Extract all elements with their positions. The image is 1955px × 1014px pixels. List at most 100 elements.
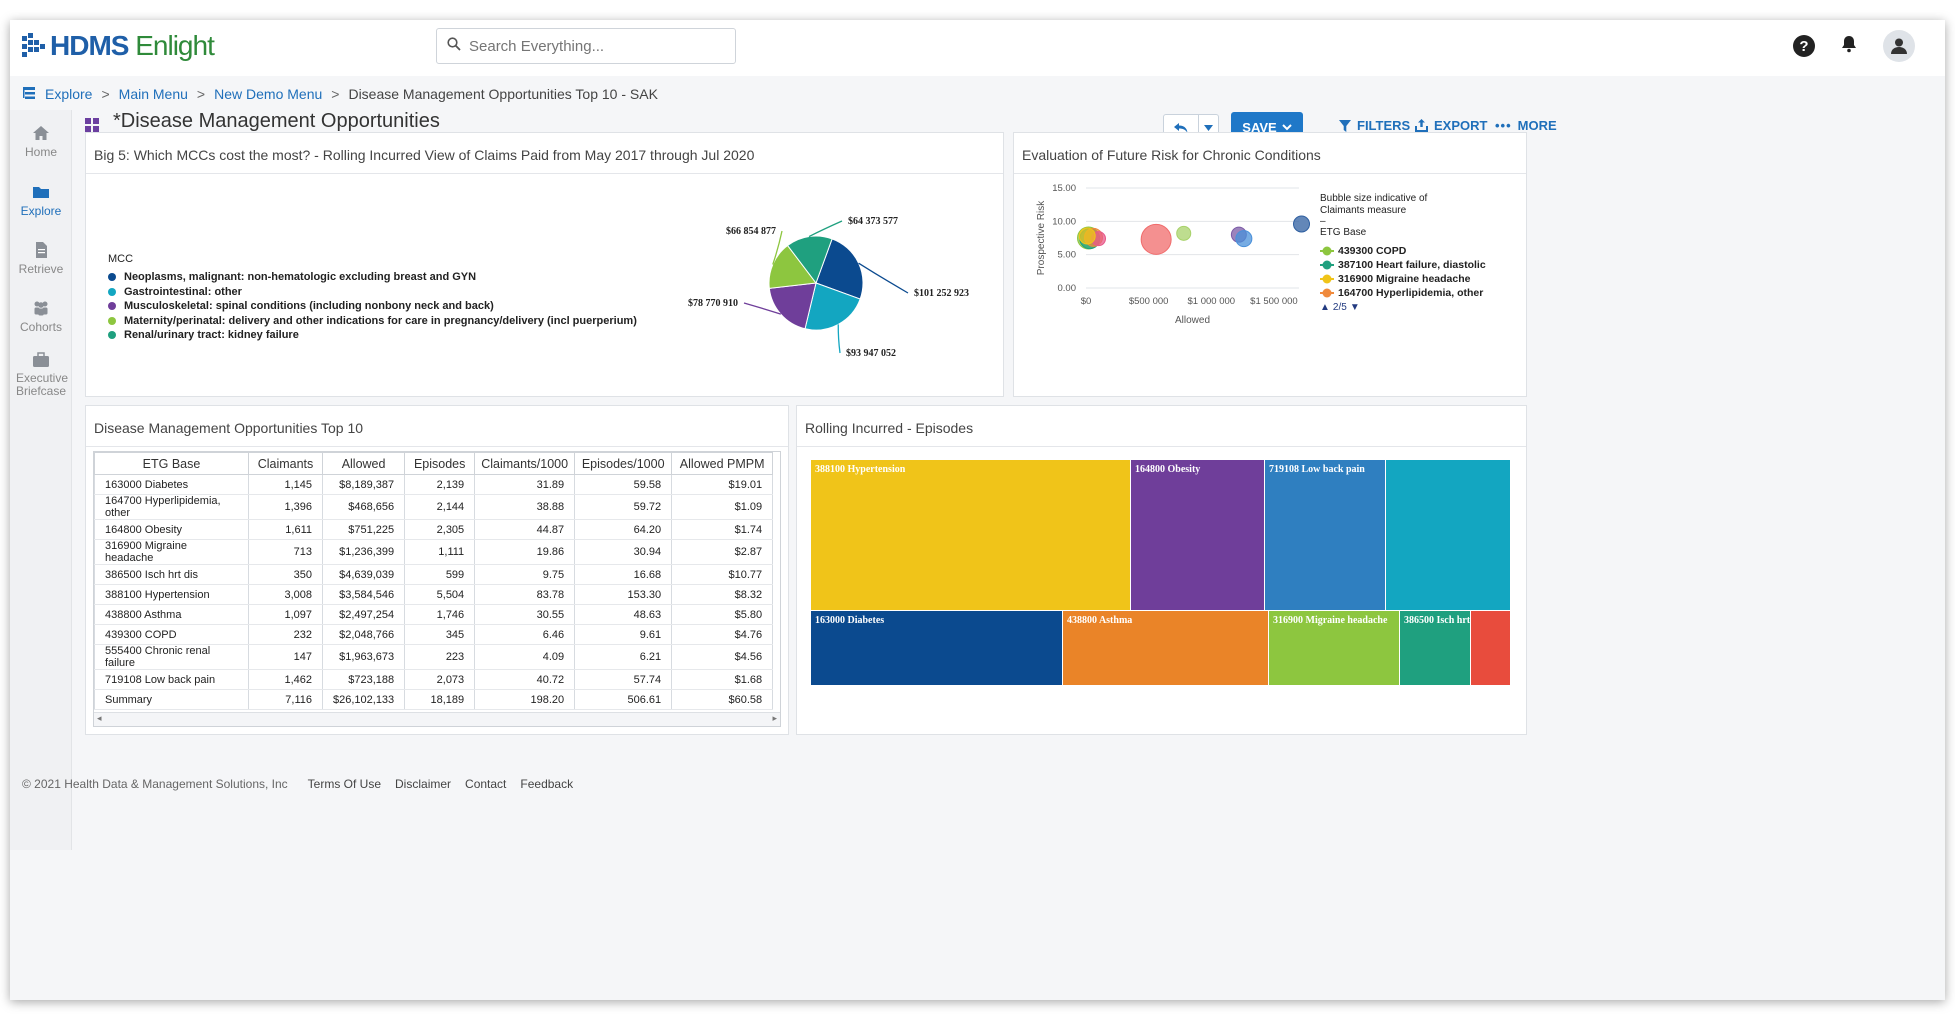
legend-item[interactable]: 164700 Hyperlipidemia, other	[1320, 286, 1520, 300]
table-row[interactable]: 719108 Low back pain 1,462 $723,188 2,073 40…	[94, 669, 774, 690]
apps-grid-icon[interactable]	[85, 118, 99, 132]
help-icon[interactable]: ?	[1793, 35, 1815, 57]
horizontal-scrollbar[interactable]: ◂ ▸	[94, 712, 780, 726]
breadcrumb-explore[interactable]: Explore	[45, 86, 93, 102]
bell-icon[interactable]	[1841, 35, 1857, 58]
sidebar-item-home[interactable]: Home	[10, 125, 72, 159]
breadcrumb-new-demo-menu[interactable]: New Demo Menu	[214, 86, 323, 102]
treemap-tile[interactable]: 163000 Diabetes	[811, 611, 1063, 686]
legend-item[interactable]: 387100 Heart failure, diastolic	[1320, 258, 1520, 272]
terms-link[interactable]: Terms Of Use	[307, 777, 382, 791]
table-cell: $60.58	[671, 689, 774, 710]
table-cell: 350	[248, 564, 323, 585]
legend-item[interactable]: Neoplasms, malignant: non-hematologic ex…	[108, 270, 637, 285]
treemap-tile[interactable]: 386500 Isch hrt dis	[1400, 611, 1471, 686]
table-row[interactable]: 164800 Obesity 1,611 $751,225 2,305 44.87 64.…	[94, 519, 774, 540]
chevron-down-icon[interactable]	[1199, 115, 1218, 141]
user-avatar[interactable]	[1883, 30, 1915, 62]
treemap-tile[interactable]: 719108 Low back pain	[1265, 460, 1386, 611]
sidebar-item-explore[interactable]: Explore	[10, 184, 72, 218]
table-cell: 316900 Migraine headache	[94, 539, 249, 565]
logo[interactable]: HDMS Enlight	[22, 28, 215, 64]
legend-item[interactable]: Maternity/perinatal: delivery and other …	[108, 314, 637, 329]
table-row[interactable]: 439300 COPD 232 $2,048,766 345 6.46 9.61 $4.76	[94, 624, 774, 645]
breadcrumb-current: Disease Management Opportunities Top 10 …	[348, 86, 658, 102]
pager-up-icon[interactable]: ▲	[1320, 302, 1330, 313]
filters-button[interactable]: FILTERS	[1339, 118, 1410, 133]
treemap-tile[interactable]: 438800 Asthma	[1063, 611, 1269, 686]
table-row[interactable]: 555400 Chronic renal failure 147 $1,963,67…	[94, 644, 774, 670]
table-cell: 153.30	[574, 584, 673, 605]
legend-item[interactable]: 439300 COPD	[1320, 244, 1520, 258]
table-cell: 223	[404, 644, 476, 670]
column-header[interactable]: Claimants	[248, 452, 323, 475]
bubble-point	[1078, 227, 1096, 245]
summary-row[interactable]: Summary 7,116 $26,102,133 18,189 198.20 506.6…	[94, 689, 774, 710]
pie-data-label: $78 770 910	[688, 298, 738, 309]
scroll-left-icon[interactable]: ◂	[97, 713, 102, 723]
bubble-point	[1293, 215, 1311, 233]
pie-data-label: $66 854 877	[726, 226, 776, 237]
breadcrumb-separator: >	[331, 86, 340, 102]
legend-subtitle: ETG Base	[1320, 227, 1367, 238]
bubble-legend: Bubble size indicative of Claimants meas…	[1320, 193, 1520, 313]
sidebar-item-cohorts[interactable]: Cohorts	[10, 300, 72, 334]
legend-item[interactable]: Musculoskeletal: spinal conditions (incl…	[108, 299, 637, 314]
table-cell: $2.87	[671, 539, 774, 565]
more-button[interactable]: ••• MORE	[1495, 118, 1557, 133]
undo-icon[interactable]	[1164, 115, 1199, 141]
column-header[interactable]: Episodes/1000	[574, 452, 673, 475]
column-header[interactable]: Episodes	[404, 452, 476, 475]
table-row[interactable]: 388100 Hypertension 3,008 $3,584,546 5,504 8…	[94, 584, 774, 605]
table-cell: 1,097	[248, 604, 323, 625]
table-cell: 64.20	[574, 519, 673, 540]
table-cell: 30.94	[574, 539, 673, 565]
treemap-tile[interactable]: 164800 Obesity	[1131, 460, 1265, 611]
table-cell: $8,189,387	[321, 474, 406, 495]
table-cell: $1.09	[671, 494, 774, 520]
column-header[interactable]: Allowed	[321, 452, 406, 475]
table-row[interactable]: 438800 Asthma 1,097 $2,497,254 1,746 30.55 48…	[94, 604, 774, 625]
treemap-tile[interactable]	[1471, 611, 1511, 686]
breadcrumb: Explore > Main Menu > New Demo Menu > Di…	[22, 82, 658, 106]
table-cell: 1,396	[248, 494, 323, 520]
contact-link[interactable]: Contact	[465, 777, 507, 791]
more-label: MORE	[1517, 118, 1557, 133]
treemap-panel: Rolling Incurred - Episodes 388100 Hyper…	[796, 405, 1527, 735]
pie-data-label: $101 252 923	[914, 288, 969, 299]
treemap-tile[interactable]: 388100 Hypertension	[811, 460, 1131, 611]
table-cell: $19.01	[671, 474, 774, 495]
sidebar-item-executive-briefcase[interactable]: Executive Briefcase	[10, 352, 72, 398]
search-input[interactable]	[469, 37, 709, 55]
column-header[interactable]: Claimants/1000	[474, 452, 576, 475]
page-title: *Disease Management Opportunities	[113, 110, 440, 132]
search-box[interactable]	[436, 28, 736, 64]
table-row[interactable]: 386500 Isch hrt dis 350 $4,639,039 599 9.75 1…	[94, 564, 774, 585]
x-tick-label: $500 000	[1129, 296, 1169, 307]
breadcrumb-main-menu[interactable]: Main Menu	[118, 86, 188, 102]
table-row[interactable]: 316900 Migraine headache 713 $1,236,399 1,1…	[94, 539, 774, 565]
treemap-tile[interactable]: 316900 Migraine headache	[1269, 611, 1400, 686]
panel-title: Evaluation of Future Risk for Chronic Co…	[1022, 147, 1321, 163]
panel-title: Big 5: Which MCCs cost the most? - Rolli…	[94, 147, 755, 163]
column-header[interactable]: ETG Base	[94, 452, 249, 475]
treemap-tile[interactable]	[1386, 460, 1511, 611]
pie-data-label: $64 373 577	[848, 216, 898, 227]
disclaimer-link[interactable]: Disclaimer	[395, 777, 452, 791]
feedback-link[interactable]: Feedback	[520, 777, 574, 791]
pie-data-label: $93 947 052	[846, 348, 896, 359]
table-row[interactable]: 163000 Diabetes 1,145 $8,189,387 2,139 31.89…	[94, 474, 774, 495]
table-cell: $26,102,133	[321, 689, 406, 710]
table-row[interactable]: 164700 Hyperlipidemia, other 1,396 $468,65…	[94, 494, 774, 520]
sidebar-item-retrieve[interactable]: Retrieve	[10, 242, 72, 276]
legend-item[interactable]: Gastrointestinal: other	[108, 285, 637, 300]
legend-item[interactable]: Renal/urinary tract: kidney failure	[108, 328, 637, 343]
column-header[interactable]: Allowed PMPM	[671, 452, 774, 475]
pager-down-icon[interactable]: ▼	[1349, 302, 1360, 313]
legend-item[interactable]: 316900 Migraine headache	[1320, 272, 1520, 286]
breadcrumb-separator: >	[196, 86, 206, 102]
table-cell: $1.68	[671, 669, 774, 690]
scroll-right-icon[interactable]: ▸	[772, 713, 777, 723]
export-button[interactable]: EXPORT	[1415, 118, 1487, 133]
panel-title: Disease Management Opportunities Top 10	[94, 420, 364, 436]
